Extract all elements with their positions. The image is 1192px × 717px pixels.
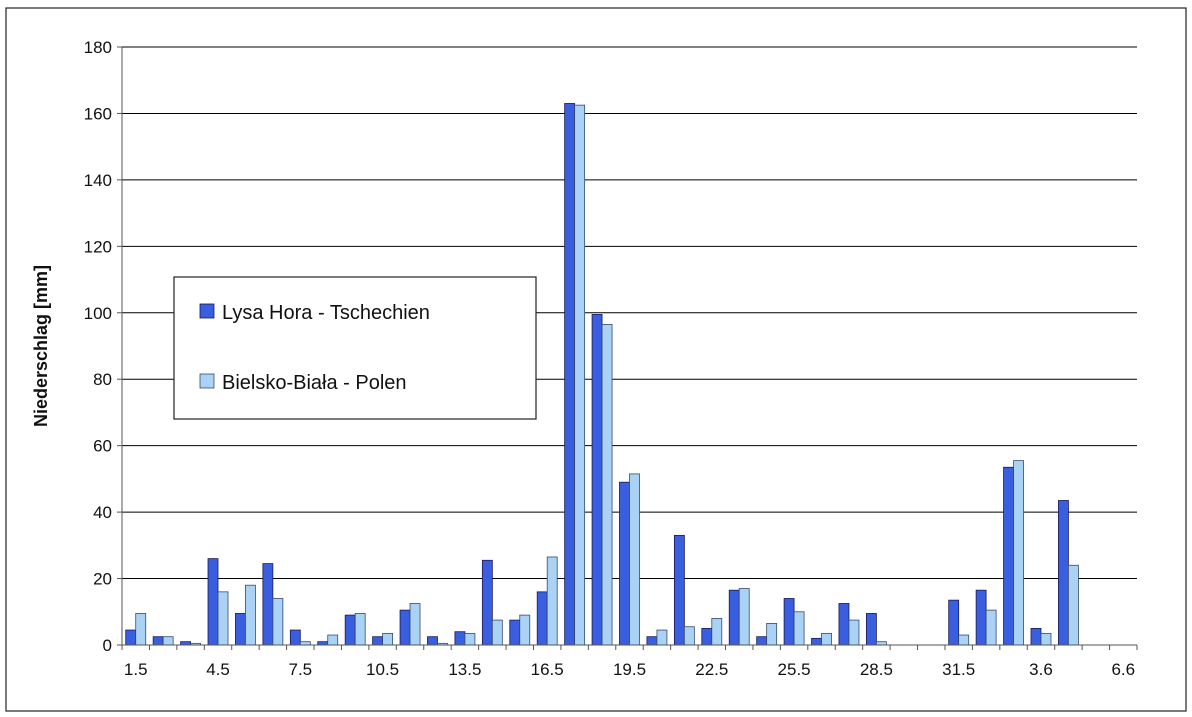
legend: Lysa Hora - Tschechien Bielsko-Biała - P… (173, 276, 537, 420)
gridlines (122, 46, 1137, 580)
bar-lysa-hora-3.6 (1030, 627, 1042, 646)
bar-lysa-hora-16.5 (536, 591, 548, 646)
bar-bielsko-biala-16.5 (546, 556, 558, 646)
y-tick-label: 140 (84, 171, 112, 190)
x-tick-label: 6.6 (1111, 660, 1135, 679)
bar-bielsko-biala-23.5 (738, 588, 750, 646)
x-tick-label: 10.5 (366, 660, 399, 679)
bar-bielsko-biala-31.5 (958, 634, 970, 646)
y-tick-label: 20 (93, 570, 112, 589)
bar-bielsko-biala-8.5 (327, 634, 339, 646)
bar-bielsko-biala-2.5 (162, 636, 174, 646)
bar-bielsko-biala-1.6 (985, 609, 997, 646)
bar-bielsko-biala-9.5 (354, 613, 366, 646)
y-tick-label: 160 (84, 104, 112, 123)
bar-lysa-hora-18.5 (591, 314, 603, 646)
bar-bielsko-biala-14.5 (491, 619, 503, 646)
bar-bielsko-biala-25.5 (793, 611, 805, 646)
bar-bielsko-biala-27.5 (848, 619, 860, 646)
x-tick-label: 28.5 (860, 660, 893, 679)
x-tick-label: 25.5 (778, 660, 811, 679)
bar-lysa-hora-12.5 (427, 636, 438, 646)
legend-swatch-lysa-hora (199, 303, 215, 319)
bar-lysa-hora-7.5 (289, 629, 301, 646)
x-tick-label: 16.5 (531, 660, 564, 679)
bar-lysa-hora-20.5 (646, 636, 658, 646)
bar-lysa-hora-17.5 (564, 103, 576, 646)
x-tick-label: 31.5 (942, 660, 975, 679)
x-tick-label: 4.5 (206, 660, 230, 679)
y-axis-ticks: 0 20 40 60 80 100 120 140 160 180 (84, 38, 123, 655)
bar-bielsko-biala-6.5 (272, 598, 284, 646)
bar-bielsko-biala-19.5 (629, 473, 640, 646)
y-tick-label: 40 (93, 503, 112, 522)
legend-box (173, 276, 537, 420)
bar-lysa-hora-1.5 (125, 629, 137, 646)
bar-bielsko-biala-22.5 (711, 618, 723, 646)
bar-bielsko-biala-3.6 (1040, 632, 1052, 646)
legend-swatch-bielsko-biala (199, 373, 215, 389)
x-axis-ticks: 1.5 4.5 7.5 10.5 13.5 16.5 19.5 22.5 25.5 28.5 31.… (121, 645, 1138, 679)
x-tick-label: 3.6 (1029, 660, 1053, 679)
bar-lysa-hora-23.5 (728, 589, 740, 646)
bar-lysa-hora-24.5 (756, 636, 768, 646)
bar-bielsko-biala-24.5 (766, 623, 778, 646)
x-tick-label: 22.5 (695, 660, 728, 679)
x-tick-label: 7.5 (288, 660, 312, 679)
x-tick-label: 19.5 (613, 660, 646, 679)
bar-lysa-hora-4.5 (207, 558, 219, 646)
bar-lysa-hora-14.5 (481, 559, 493, 646)
y-tick-label: 0 (103, 636, 112, 655)
x-tick-label: 13.5 (448, 660, 481, 679)
bar-bielsko-biala-2.6 (1013, 460, 1024, 646)
bar-bielsko-biala-20.5 (656, 629, 668, 646)
bar-bielsko-biala-18.5 (601, 324, 613, 646)
y-axis-label: Niederschlag [mm] (31, 265, 51, 427)
bar-lysa-hora-22.5 (701, 627, 713, 646)
y-tick-label: 100 (84, 304, 112, 323)
bar-bielsko-biala-26.5 (821, 632, 832, 646)
y-tick-label: 80 (93, 370, 112, 389)
x-tick-label: 1.5 (124, 660, 148, 679)
bar-bielsko-biala-13.5 (464, 632, 476, 646)
bar-bielsko-biala-15.5 (519, 614, 531, 646)
bar-lysa-hora-9.5 (344, 614, 356, 646)
bar-lysa-hora-4.6 (1058, 500, 1069, 646)
y-tick-label: 120 (84, 237, 112, 256)
bar-bielsko-biala-1.5 (135, 613, 147, 646)
bar-lysa-hora-13.5 (454, 631, 466, 646)
bar-bielsko-biala-5.5 (245, 584, 256, 646)
bar-lysa-hora-6.5 (262, 563, 274, 646)
legend-label-lysa-hora: Lysa Hora - Tschechien (222, 302, 430, 324)
bar-lysa-hora-2.5 (152, 636, 164, 646)
bar-lysa-hora-26.5 (811, 637, 822, 646)
bar-bielsko-biala-4.6 (1068, 564, 1079, 646)
bar-lysa-hora-1.6 (975, 589, 987, 646)
bar-lysa-hora-31.5 (948, 599, 960, 646)
bar-lysa-hora-15.5 (509, 619, 521, 646)
bar-lysa-hora-25.5 (783, 598, 795, 646)
legend-label-bielsko-biala: Bielsko-Biała - Polen (222, 372, 407, 394)
bar-lysa-hora-21.5 (673, 534, 685, 646)
bar-bielsko-biala-11.5 (409, 603, 421, 646)
bar-bielsko-biala-21.5 (683, 626, 695, 646)
y-tick-label: 180 (84, 38, 112, 57)
bar-lysa-hora-27.5 (838, 603, 850, 646)
bar-lysa-hora-5.5 (235, 613, 246, 646)
bar-bielsko-biala-10.5 (382, 632, 394, 646)
bar-lysa-hora-10.5 (372, 636, 384, 646)
bar-lysa-hora-2.6 (1003, 466, 1014, 646)
y-tick-label: 60 (93, 437, 112, 456)
bar-lysa-hora-11.5 (399, 609, 411, 646)
bar-bielsko-biala-17.5 (574, 104, 586, 646)
bar-lysa-hora-28.5 (865, 613, 877, 646)
bar-lysa-hora-19.5 (619, 481, 630, 646)
bar-bielsko-biala-4.5 (217, 591, 229, 646)
